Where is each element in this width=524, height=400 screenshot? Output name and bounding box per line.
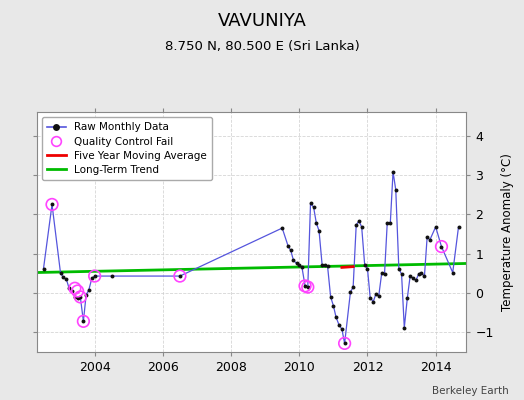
Point — [349, 284, 357, 290]
Point — [397, 271, 406, 277]
Point — [323, 263, 332, 270]
Point — [107, 273, 116, 279]
Point — [307, 200, 315, 206]
Point — [71, 285, 79, 292]
Point — [278, 225, 287, 231]
Point — [449, 269, 457, 276]
Point — [292, 260, 301, 267]
Point — [329, 302, 337, 309]
Point — [312, 220, 321, 226]
Point — [73, 288, 82, 294]
Point — [79, 318, 88, 324]
Point — [425, 237, 434, 243]
Text: 8.750 N, 80.500 E (Sri Lanka): 8.750 N, 80.500 E (Sri Lanka) — [165, 40, 359, 53]
Point — [176, 273, 184, 279]
Point — [431, 224, 440, 230]
Point — [301, 283, 309, 289]
Point — [400, 324, 409, 331]
Point — [375, 293, 383, 299]
Point — [39, 265, 48, 272]
Point — [284, 242, 292, 249]
Point — [409, 275, 417, 281]
Point — [332, 314, 340, 320]
Point — [289, 257, 298, 264]
Point — [303, 284, 312, 290]
Point — [380, 271, 389, 277]
Point — [341, 340, 349, 346]
Point — [355, 218, 363, 224]
Point — [301, 283, 309, 289]
Point — [48, 201, 56, 208]
Point — [318, 262, 326, 268]
Point — [352, 222, 361, 228]
Point — [326, 294, 335, 300]
Point — [335, 322, 343, 328]
Text: VAVUNIYA: VAVUNIYA — [217, 12, 307, 30]
Point — [437, 243, 445, 250]
Point — [68, 288, 76, 294]
Point — [303, 284, 312, 290]
Text: Berkeley Earth: Berkeley Earth — [432, 386, 508, 396]
Point — [79, 318, 88, 324]
Point — [372, 290, 380, 297]
Point — [346, 289, 355, 295]
Point — [420, 273, 429, 280]
Point — [82, 292, 90, 298]
Point — [414, 271, 423, 277]
Point — [76, 294, 84, 300]
Point — [309, 204, 318, 210]
Point — [403, 294, 411, 301]
Point — [366, 294, 374, 301]
Point — [423, 234, 431, 240]
Point — [91, 273, 99, 279]
Point — [57, 270, 65, 276]
Y-axis label: Temperature Anomaly (°C): Temperature Anomaly (°C) — [501, 153, 514, 311]
Point — [361, 262, 369, 269]
Point — [59, 274, 68, 280]
Point — [62, 276, 71, 282]
Point — [85, 287, 93, 293]
Point — [71, 294, 79, 300]
Point — [76, 294, 84, 300]
Legend: Raw Monthly Data, Quality Control Fail, Five Year Moving Average, Long-Term Tren: Raw Monthly Data, Quality Control Fail, … — [42, 117, 212, 180]
Point — [88, 275, 96, 281]
Point — [65, 285, 73, 292]
Point — [315, 228, 323, 234]
Point — [341, 340, 349, 346]
Point — [437, 243, 445, 250]
Point — [395, 265, 403, 272]
Point — [406, 273, 414, 280]
Point — [48, 201, 56, 208]
Point — [389, 169, 397, 175]
Point — [176, 273, 184, 279]
Point — [454, 224, 463, 230]
Point — [412, 277, 420, 284]
Point — [383, 220, 391, 226]
Point — [91, 273, 99, 279]
Point — [287, 247, 295, 254]
Point — [357, 224, 366, 230]
Point — [386, 220, 395, 226]
Point — [321, 262, 329, 269]
Point — [363, 265, 372, 272]
Point — [337, 326, 346, 332]
Point — [369, 298, 377, 305]
Point — [298, 264, 306, 271]
Point — [295, 262, 303, 269]
Point — [391, 187, 400, 193]
Point — [73, 294, 82, 301]
Point — [378, 269, 386, 276]
Point — [417, 269, 425, 276]
